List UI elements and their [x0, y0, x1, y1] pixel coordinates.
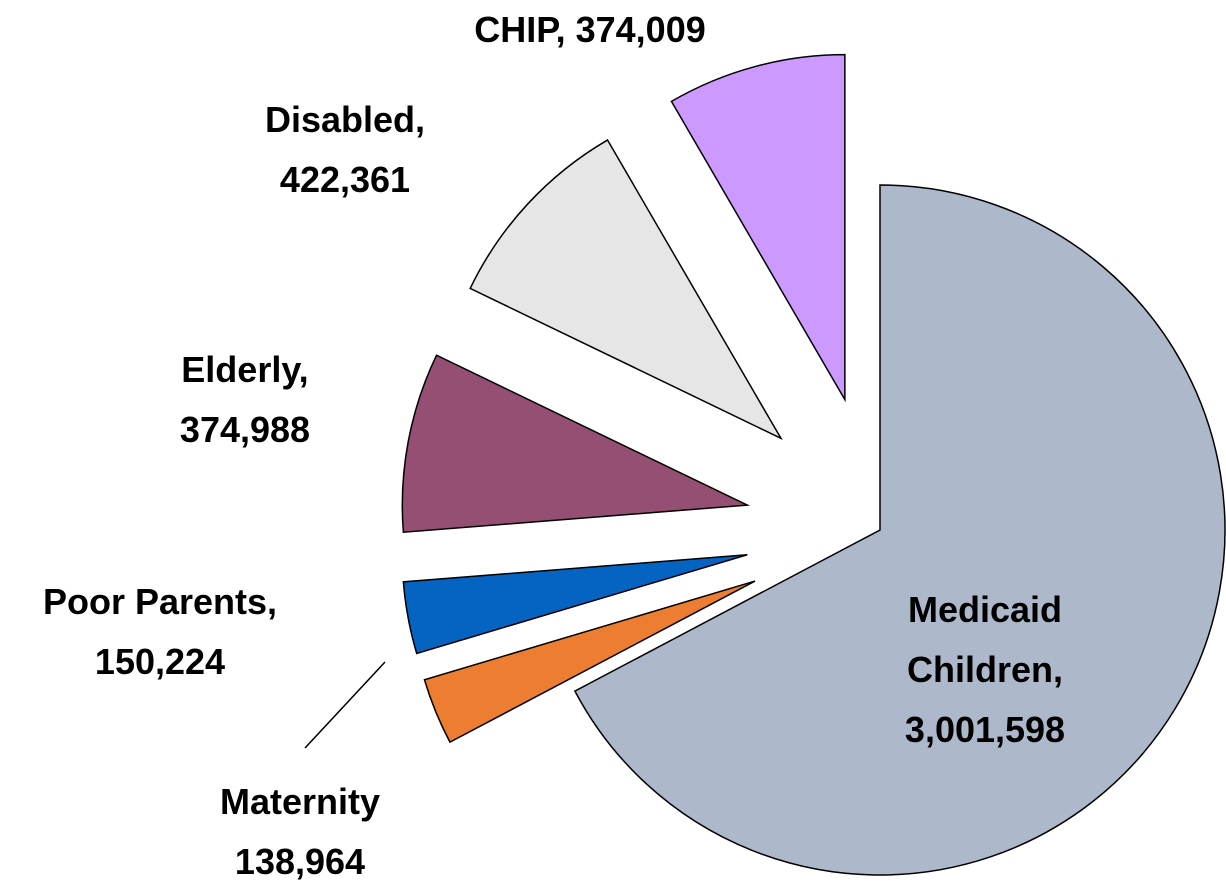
pie-slice	[401, 354, 751, 534]
value-label: 422,361	[279, 159, 411, 200]
value-label: 3,001,598	[904, 709, 1066, 750]
category-label: Maternity	[219, 781, 381, 822]
pie-slice	[469, 139, 783, 441]
category-label: Poor Parents,	[42, 581, 278, 622]
data-label: Poor Parents, 150,224	[10, 572, 310, 692]
data-label: Disabled, 422,361	[215, 90, 475, 210]
data-label: CHIP, 374,009	[390, 0, 790, 60]
category-label: Disabled,	[264, 99, 426, 140]
category-label: Medicaid Children,	[906, 589, 1063, 690]
pie-slice	[573, 184, 1226, 876]
value-label: 374,009	[575, 9, 706, 50]
pie-slice	[670, 53, 846, 403]
pie-slice	[423, 580, 756, 744]
leader-line	[304, 661, 386, 749]
pie-slice	[402, 554, 748, 655]
data-label: Medicaid Children, 3,001,598	[855, 580, 1115, 760]
value-label: 374,988	[179, 409, 311, 450]
category-label: Elderly,	[181, 349, 309, 390]
value-label: 138,964	[234, 841, 366, 882]
data-label: Elderly, 374,988	[115, 340, 375, 460]
data-label: Maternity 138,964	[170, 772, 430, 885]
value-label: 150,224	[94, 641, 226, 682]
category-label: CHIP,	[474, 9, 566, 50]
